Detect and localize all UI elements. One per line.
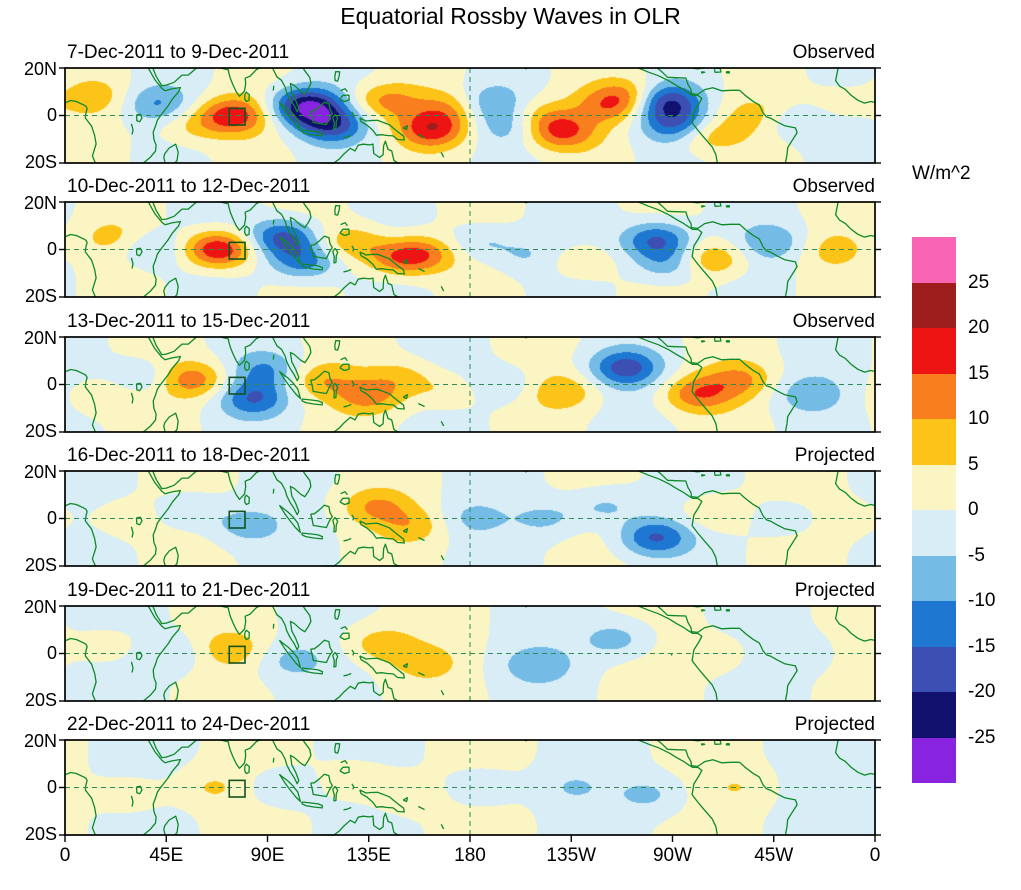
y-tick-label-0: 0	[46, 508, 57, 528]
panel-5-date-range: 19-Dec-2011 to 21-Dec-2011	[67, 580, 311, 601]
colorbar-cell	[912, 601, 956, 647]
panel-6-type-label: Projected	[794, 714, 875, 735]
y-tick-label-20s: 20S	[24, 690, 57, 710]
olr-anomaly-field	[65, 202, 875, 297]
y-tick-label-20s: 20S	[24, 286, 57, 306]
panel-1-date-range: 7-Dec-2011 to 9-Dec-2011	[67, 42, 290, 63]
panel-2-date-range: 10-Dec-2011 to 12-Dec-2011	[67, 176, 311, 197]
panel-1-map	[59, 67, 881, 164]
y-tick-label-0: 0	[46, 239, 57, 259]
panel-4-map	[59, 470, 881, 567]
panel-3-date-range: 13-Dec-2011 to 15-Dec-2011	[67, 311, 311, 332]
panel-3: 13-Dec-2011 to 15-Dec-2011 Observed 20N …	[24, 311, 881, 441]
panel-5-map	[59, 605, 881, 702]
panel-6: 22-Dec-2011 to 24-Dec-2011 Projected 20N…	[24, 714, 881, 844]
colorbar-cell	[912, 646, 956, 692]
colorbar-tick-label: 15	[968, 362, 990, 384]
y-tick-label-20n: 20N	[23, 462, 57, 482]
x-tick-label: 180	[454, 845, 486, 866]
panel-3-header: 13-Dec-2011 to 15-Dec-2011 Observed	[65, 311, 875, 335]
olr-anomaly-field	[65, 606, 875, 701]
colorbar-tick-label: 10	[968, 408, 990, 429]
panel-2-type-label: Observed	[792, 176, 875, 197]
y-tick-label-20s: 20S	[24, 824, 57, 844]
colorbar-cell	[912, 510, 956, 556]
x-tick-label: 90W	[652, 845, 693, 866]
y-tick-label-20s: 20S	[24, 421, 57, 441]
y-tick-label-20n: 20N	[23, 731, 57, 751]
panel-5-header: 19-Dec-2011 to 21-Dec-2011 Projected	[65, 580, 875, 604]
colorbar-units-label: W/m^2	[912, 163, 971, 184]
panel-4-date-range: 16-Dec-2011 to 18-Dec-2011	[67, 445, 311, 466]
figure-title: Equatorial Rossby Waves in OLR	[340, 3, 681, 29]
colorbar-tick-label: 25	[968, 271, 990, 293]
colorbar-cell	[912, 555, 956, 601]
x-tick-label: 45W	[754, 845, 794, 866]
y-tick-label-20n: 20N	[23, 193, 57, 213]
panel-1: 7-Dec-2011 to 9-Dec-2011 Observed 20N 0 …	[24, 42, 881, 172]
y-tick-label-0: 0	[46, 105, 57, 125]
colorbar-tick-label: 0	[968, 499, 979, 520]
colorbar-cell	[912, 237, 956, 283]
panel-3-type-label: Observed	[792, 311, 875, 332]
panel-2-header: 10-Dec-2011 to 12-Dec-2011 Observed	[65, 176, 875, 200]
y-tick-label-20n: 20N	[23, 59, 57, 79]
colorbar-tick-label: -25	[968, 726, 996, 748]
panel-4-header: 16-Dec-2011 to 18-Dec-2011 Projected	[65, 445, 875, 469]
y-tick-label-20n: 20N	[23, 328, 57, 348]
colorbar-tick-label: -20	[968, 681, 996, 702]
panel-3-map	[59, 336, 881, 433]
panel-6-header: 22-Dec-2011 to 24-Dec-2011 Projected	[65, 714, 875, 738]
panel-2: 10-Dec-2011 to 12-Dec-2011 Observed 20N …	[24, 176, 881, 306]
panel-1-header: 7-Dec-2011 to 9-Dec-2011 Observed	[65, 42, 875, 66]
panel-6-map	[59, 739, 881, 842]
colorbar-tick-label: 5	[968, 453, 979, 475]
colorbar-cell	[912, 737, 956, 783]
y-tick-label-20n: 20N	[23, 597, 57, 617]
colorbar: 25 20 15 10 5 0 -5 -10 -15 -20 -25	[912, 237, 995, 784]
y-tick-label-20s: 20S	[24, 152, 57, 172]
y-tick-label-0: 0	[46, 643, 57, 663]
colorbar-cell	[912, 373, 956, 419]
x-tick-label: 0	[869, 845, 881, 866]
colorbar-cell	[912, 464, 956, 510]
colorbar-tick-label: -5	[968, 544, 985, 566]
colorbar-cell	[912, 328, 956, 374]
colorbar-cell	[912, 282, 956, 328]
panel-4: 16-Dec-2011 to 18-Dec-2011 Projected 20N…	[24, 445, 881, 575]
panel-1-type-label: Observed	[792, 42, 875, 63]
x-tick-label: 0	[59, 845, 71, 866]
x-axis: 0 45E 90E 135E 180 135W 90W 45W 0	[60, 845, 881, 871]
colorbar-cell	[912, 419, 956, 465]
y-tick-label-20s: 20S	[24, 555, 57, 575]
x-tick-label: 90E	[250, 845, 285, 866]
colorbar-tick-label: 20	[968, 317, 990, 338]
olr-anomaly-field	[65, 68, 875, 163]
x-tick-label: 45E	[149, 845, 184, 866]
panel-6-date-range: 22-Dec-2011 to 24-Dec-2011	[67, 714, 311, 735]
olr-anomaly-field	[65, 471, 875, 566]
colorbar-tick-label: -10	[968, 590, 996, 611]
olr-anomaly-field	[65, 337, 875, 432]
colorbar-tick-label: -15	[968, 635, 996, 657]
colorbar-cell	[912, 692, 956, 738]
panel-5-type-label: Projected	[794, 580, 875, 601]
x-tick-label: 135W	[546, 845, 597, 866]
olr-anomaly-field	[65, 740, 875, 835]
panel-2-map	[59, 201, 881, 298]
y-tick-label-0: 0	[46, 374, 57, 394]
y-tick-label-0: 0	[46, 777, 57, 797]
panel-5: 19-Dec-2011 to 21-Dec-2011 Projected 20N…	[24, 580, 881, 710]
x-tick-label: 135E	[346, 845, 391, 866]
panel-4-type-label: Projected	[794, 445, 875, 466]
